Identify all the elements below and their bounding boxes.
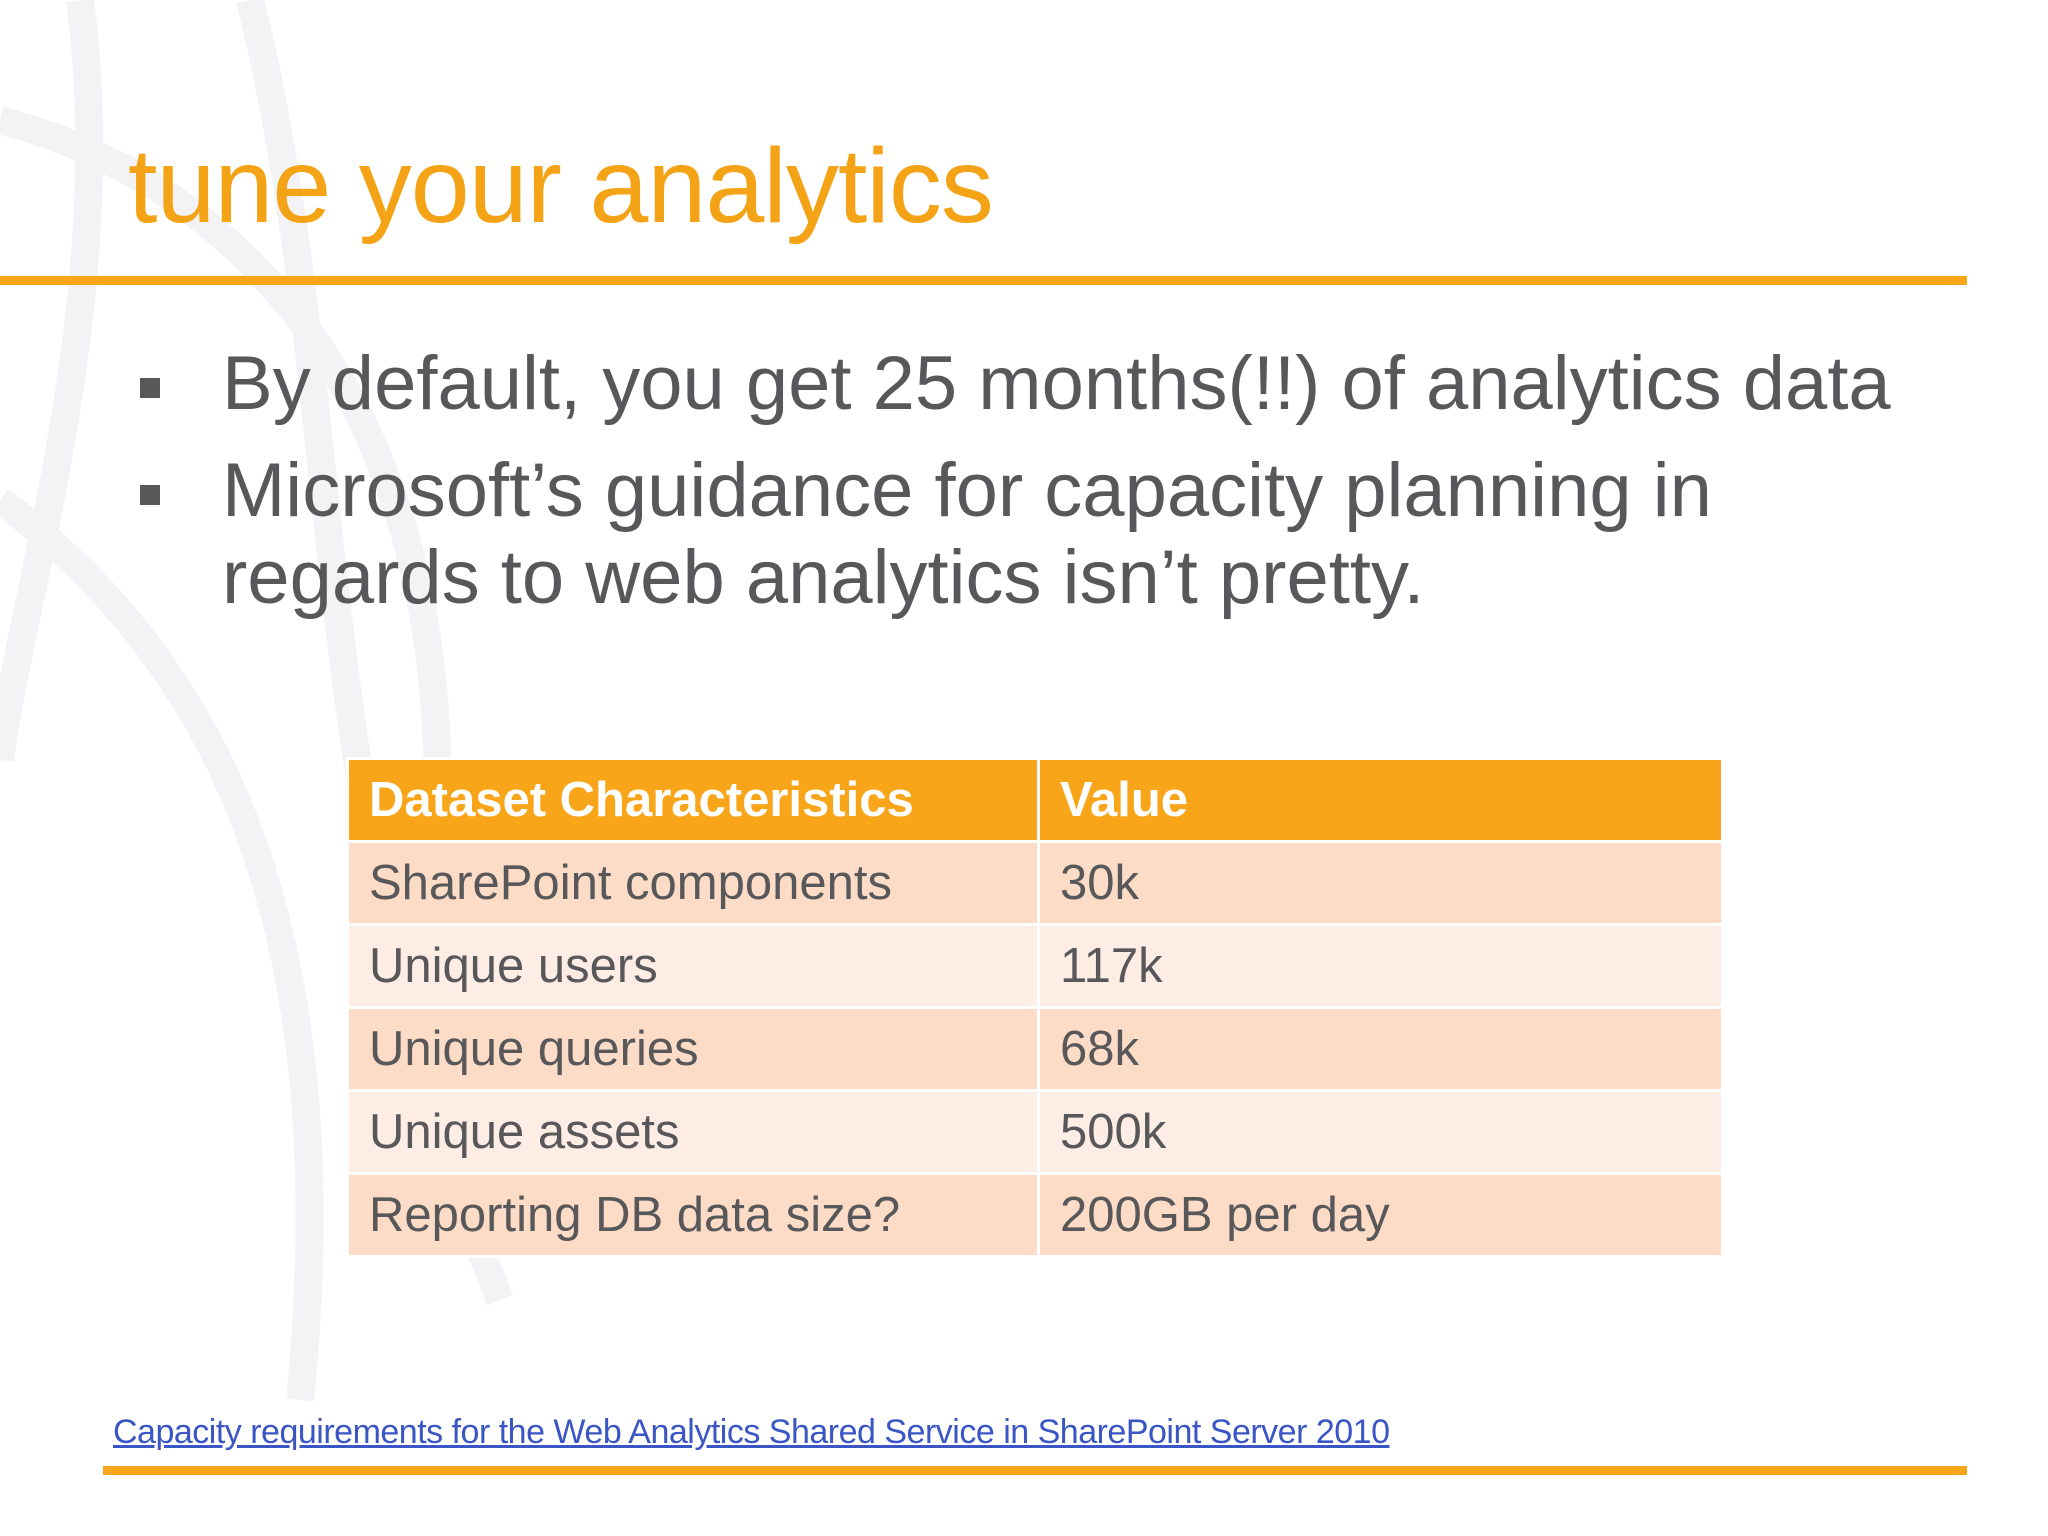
table-row: Unique users 117k [346,923,1724,1009]
capacity-requirements-link[interactable]: Capacity requirements for the Web Analyt… [113,1413,1390,1451]
table-cell: Unique queries [346,1006,1040,1092]
dataset-table: Dataset Characteristics Value SharePoint… [346,757,1724,1258]
bullet-item: By default, you get 25 months(!!) of ana… [140,340,1920,427]
column-header: Value [1037,757,1724,843]
table-cell: 200GB per day [1037,1172,1724,1258]
column-header: Dataset Characteristics [346,757,1040,843]
square-bullet-icon [140,378,160,398]
bullet-text: Microsoft’s guidance for capacity planni… [222,448,1712,620]
table-cell: Reporting DB data size? [346,1172,1040,1258]
table-cell: Unique assets [346,1089,1040,1175]
table-row: Unique queries 68k [346,1006,1724,1092]
bullet-item: Microsoft’s guidance for capacity planni… [140,447,1920,621]
table-row: Reporting DB data size? 200GB per day [346,1172,1724,1258]
table-cell: Unique users [346,923,1040,1009]
bullet-text: By default, you get 25 months(!!) of ana… [222,341,1891,426]
table-cell: 500k [1037,1089,1724,1175]
table-cell: 117k [1037,923,1724,1009]
table-cell: SharePoint components [346,840,1040,926]
table-row: Unique assets 500k [346,1089,1724,1175]
title-divider [0,276,1967,285]
table-header-row: Dataset Characteristics Value [346,757,1724,843]
bullet-list: By default, you get 25 months(!!) of ana… [140,340,1920,641]
slide-title: tune your analytics [128,127,994,245]
footer-divider [103,1466,1967,1475]
square-bullet-icon [140,485,160,505]
table-row: SharePoint components 30k [346,840,1724,926]
table-cell: 68k [1037,1006,1724,1092]
table-cell: 30k [1037,840,1724,926]
